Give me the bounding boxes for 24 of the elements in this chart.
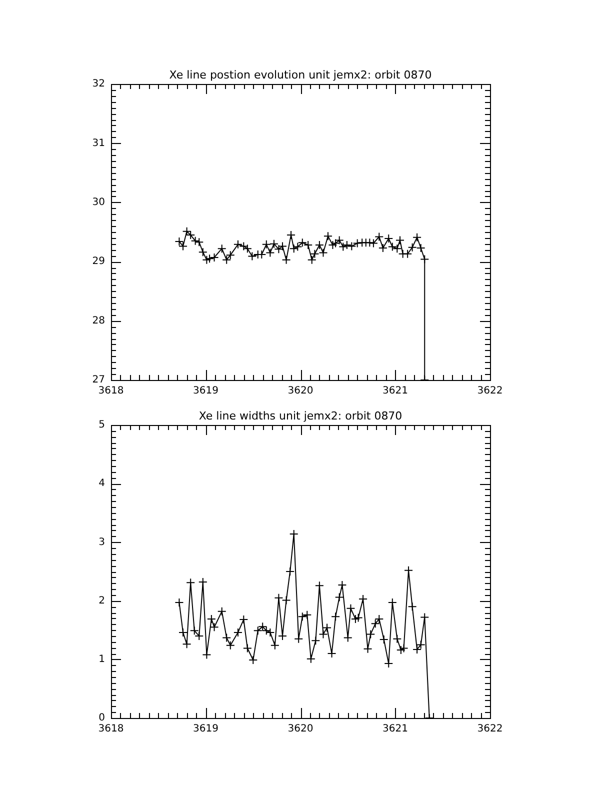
- x-tick-label: 3620: [288, 386, 314, 397]
- y-tick-label: 1: [98, 654, 105, 665]
- chart-title: Xe line widths unit jemx2: orbit 0870: [198, 409, 402, 422]
- x-tick-label: 3619: [193, 386, 218, 397]
- x-tick-label: 3620: [288, 724, 314, 735]
- y-tick-label: 3: [98, 536, 105, 548]
- x-tick-label: 3618: [98, 386, 124, 397]
- y-tick-label: 31: [92, 138, 105, 149]
- x-tick-label: 3618: [98, 724, 124, 735]
- x-tick-label: 3619: [193, 724, 218, 735]
- x-tick-label: 3621: [382, 724, 408, 735]
- chart-title: Xe line postion evolution unit jemx2: orbit 0870: [169, 68, 432, 82]
- y-tick-label: 2: [98, 595, 105, 606]
- y-tick-label: 32: [92, 78, 105, 90]
- y-tick-label: 0: [98, 712, 105, 724]
- y-tick-label: 5: [98, 420, 105, 431]
- x-tick-label: 3622: [477, 386, 503, 397]
- y-tick-label: 29: [92, 256, 105, 268]
- y-tick-label: 27: [92, 374, 105, 386]
- y-tick-label: 4: [98, 478, 105, 490]
- x-tick-label: 3622: [477, 724, 503, 735]
- y-tick-label: 28: [92, 315, 105, 326]
- x-tick-label: 3621: [382, 386, 408, 397]
- y-tick-label: 30: [92, 196, 105, 208]
